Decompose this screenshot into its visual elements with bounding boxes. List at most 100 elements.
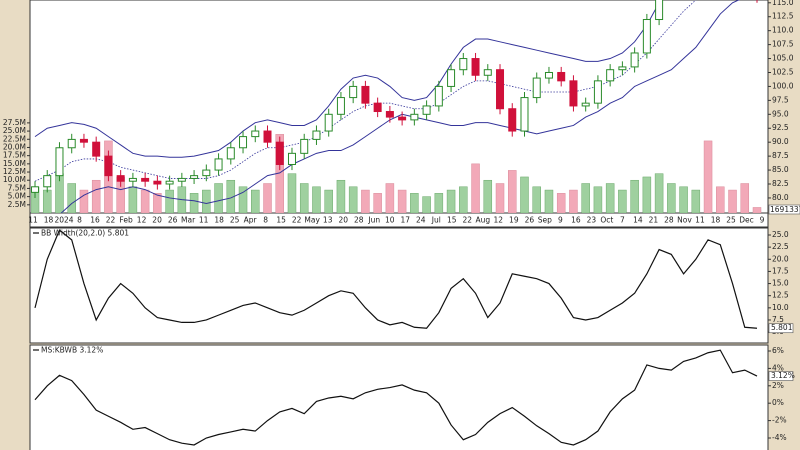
volume-bar — [508, 170, 517, 213]
indicator-tick-label: -2% — [772, 416, 787, 425]
indicator-tick-label: 7.5 — [772, 315, 784, 324]
volume-bar — [556, 193, 566, 213]
candle-body — [508, 108, 517, 132]
candle-body — [116, 175, 125, 182]
candle-body — [544, 71, 553, 79]
candle-body — [239, 136, 248, 149]
candle-body — [385, 111, 394, 118]
volume-tick-label: 17.5M — [3, 151, 26, 160]
candle-body — [141, 177, 150, 182]
price-tick-label: 107.5 — [772, 40, 794, 49]
date-label: 10 — [385, 216, 395, 225]
price-tick-label: 92.5 — [772, 123, 789, 132]
volume-bar — [202, 189, 211, 213]
volume-bar — [520, 176, 529, 213]
candle-body — [312, 130, 321, 140]
volume-tick-label: 5.0M — [8, 192, 26, 201]
volume-bar — [667, 183, 676, 213]
date-label: 25 — [230, 216, 240, 225]
lower-band — [60, 0, 740, 213]
candle-body — [177, 177, 186, 182]
volume-bar — [348, 186, 358, 213]
price-tick-label: 95.0 — [772, 109, 789, 118]
date-label: 16 — [90, 216, 100, 225]
date-label: 8 — [263, 216, 268, 225]
volume-bar — [495, 183, 505, 213]
date-label: 12 — [137, 216, 147, 225]
candle-body — [434, 85, 443, 107]
date-label: 28 — [664, 216, 674, 225]
volume-bar — [153, 193, 162, 213]
date-label: 16 — [571, 216, 581, 225]
volume-bar — [287, 173, 297, 213]
candle-body — [55, 147, 64, 177]
volume-bar — [679, 186, 688, 213]
volume-bar — [593, 186, 603, 213]
date-label: 15 — [276, 216, 286, 225]
price-tick-label: 110.0 — [772, 26, 794, 35]
candle-body — [593, 80, 602, 104]
volume-bar — [299, 183, 309, 213]
candle-body — [287, 152, 296, 165]
volume-bar — [422, 196, 431, 213]
candle-body — [79, 138, 88, 143]
date-label: 17 — [400, 216, 410, 225]
date-label: 11 — [695, 216, 705, 225]
date-label: Aug — [475, 216, 490, 225]
candle-body — [532, 77, 541, 99]
candle-body — [471, 58, 480, 76]
volume-bar — [544, 189, 554, 213]
upper-band — [34, 0, 662, 158]
volume-bar — [483, 179, 493, 213]
price-tick-label: 100.0 — [772, 81, 794, 90]
volume-tick-label: 20.0M — [3, 142, 26, 151]
volume-bar — [532, 186, 541, 213]
volume-value-box — [768, 204, 800, 215]
volume-bar — [385, 183, 395, 213]
volume-bar — [642, 176, 652, 213]
candle-body — [202, 169, 211, 177]
volume-bar — [79, 189, 89, 213]
candle-body — [31, 186, 39, 193]
indicator-tick-label: 17.5 — [772, 266, 789, 275]
indicator-line — [34, 229, 758, 329]
date-label: 22 — [106, 216, 116, 225]
candle-body — [349, 85, 358, 99]
volume-bar — [740, 183, 750, 213]
date-label: 25 — [726, 216, 736, 225]
date-label: Dec — [739, 216, 754, 225]
volume-bar — [251, 189, 260, 213]
volume-tick-label: 7.5M — [8, 183, 26, 192]
date-label: 11 — [28, 216, 38, 225]
date-label: 23 — [587, 216, 597, 225]
candle-body — [569, 80, 578, 107]
candle-body — [606, 69, 615, 82]
indicator-tick-label: 15.0 — [772, 279, 789, 288]
date-label: 19 — [509, 216, 519, 225]
candle-body — [422, 105, 431, 115]
volume-bar — [410, 193, 419, 213]
date-label: 8 — [77, 216, 82, 225]
date-label: Apr — [244, 216, 258, 225]
candle-body — [226, 147, 235, 160]
volume-bar — [67, 183, 76, 213]
volume-bar — [691, 189, 701, 213]
volume-bar — [189, 193, 199, 213]
kbwb-panel — [29, 344, 769, 450]
price-tick-label: 102.5 — [772, 67, 794, 76]
volume-bar — [581, 183, 590, 213]
value-box-label: 5.801 — [771, 323, 793, 332]
price-tick-label: 105.0 — [772, 54, 794, 63]
volume-bar — [312, 186, 321, 213]
price-tick-label: 87.5 — [772, 151, 789, 160]
volume-tick-label: 22.5M — [3, 134, 26, 143]
date-label: 21 — [649, 216, 659, 225]
volume-tick-label: 2.5M — [8, 200, 26, 209]
date-label: Jul — [431, 216, 441, 225]
date-label: 13 — [323, 216, 333, 225]
date-label: 7 — [620, 216, 625, 225]
candle-body — [104, 155, 113, 177]
candle-body — [165, 180, 174, 185]
price-tick-label: 115.0 — [772, 0, 794, 7]
